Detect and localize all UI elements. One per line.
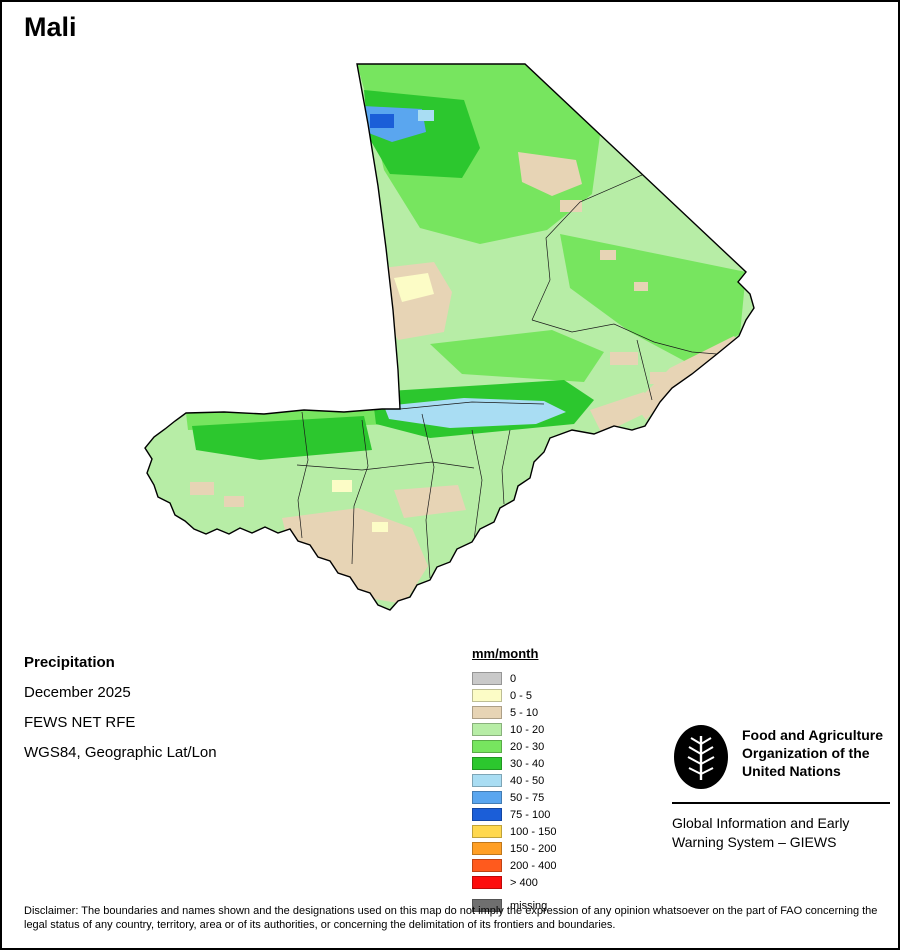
- region-borders: [296, 174, 718, 579]
- precip-patch-0-5: [332, 480, 352, 492]
- legend-label: missing: [510, 899, 548, 912]
- precip-patch-0-5: [394, 273, 434, 302]
- precip-patch-5-10: [560, 200, 582, 212]
- region-border: [636, 339, 653, 401]
- giews-line: Global Information and Early: [672, 815, 850, 831]
- legend-label: 40 - 50: [510, 774, 545, 787]
- region-border: [421, 413, 435, 579]
- legend-item: 40 - 50: [472, 772, 556, 789]
- mali-precipitation-map: [132, 52, 772, 627]
- region-border: [471, 429, 483, 541]
- info-source: FEWS NET RFE: [24, 714, 136, 731]
- map-info-block: Precipitation December 2025 FEWS NET RFE…: [24, 648, 217, 768]
- precip-patch-20-30: [430, 330, 604, 382]
- legend-label: 50 - 75: [510, 791, 545, 804]
- legend-label: 0 - 5: [510, 689, 533, 702]
- legend-item: 50 - 75: [472, 789, 556, 806]
- info-date: December 2025: [24, 684, 131, 701]
- legend-swatch: [472, 757, 502, 770]
- fao-divider: [672, 802, 890, 804]
- legend-label: 200 - 400: [510, 859, 557, 872]
- legend-item: 0 - 5: [472, 687, 556, 704]
- disclaimer-text: Disclaimer: The boundaries and names sho…: [24, 905, 878, 931]
- fao-name-line: United Nations: [742, 763, 841, 779]
- legend-item: 20 - 30: [472, 738, 556, 755]
- legend-swatch: [472, 723, 502, 736]
- legend-label: 100 - 150: [510, 825, 557, 838]
- legend-label: 20 - 30: [510, 740, 545, 753]
- region-border: [399, 401, 545, 410]
- precip-patch-5-10: [190, 482, 214, 495]
- legend-label: 5 - 10: [510, 706, 539, 719]
- fao-logo-icon: [674, 725, 728, 789]
- precip-patch-5-10: [590, 392, 656, 434]
- precip-patch-5-10: [224, 496, 244, 507]
- legend-item: > 400: [472, 874, 556, 891]
- precip-patch-40-50: [418, 110, 434, 121]
- legend-swatch: [472, 774, 502, 787]
- region-border: [296, 461, 475, 471]
- region-border: [531, 319, 718, 355]
- legend-item: 150 - 200: [472, 840, 556, 857]
- precip-patch-5-10: [518, 152, 582, 196]
- legend-item: 10 - 20: [472, 721, 556, 738]
- legend-label: 10 - 20: [510, 723, 545, 736]
- precip-patch-5-10: [282, 508, 428, 604]
- precip-patch-5-10: [634, 282, 648, 291]
- legend-swatch: [472, 899, 502, 912]
- precip-patch-5-10: [650, 372, 674, 384]
- region-border: [531, 174, 643, 321]
- legend-item-missing: missing: [472, 897, 556, 914]
- precip-patch-5-10: [610, 352, 638, 365]
- legend-item: 75 - 100: [472, 806, 556, 823]
- legend-swatch: [472, 859, 502, 872]
- fao-name-line: Organization of the: [742, 745, 870, 761]
- legend-label: > 400: [510, 876, 538, 889]
- precip-patch-5-10: [394, 485, 466, 518]
- legend: mm/month 0 0 - 5 5 - 10 10 - 20 20 - 30 …: [472, 646, 556, 914]
- legend-swatch: [472, 876, 502, 889]
- giews-line: Warning System – GIEWS: [672, 834, 837, 850]
- legend-swatch: [472, 791, 502, 804]
- fao-name: Food and Agriculture Organization of the…: [742, 720, 883, 790]
- precip-patch-40-50: [384, 398, 566, 428]
- precip-patch-30-40: [192, 416, 372, 460]
- fao-block: Food and Agriculture Organization of the…: [672, 720, 894, 852]
- legend-swatch: [472, 672, 502, 685]
- legend-item: 0: [472, 670, 556, 687]
- region-border: [501, 429, 511, 505]
- legend-swatch: [472, 689, 502, 702]
- legend-item: 100 - 150: [472, 823, 556, 840]
- legend-swatch: [472, 808, 502, 821]
- legend-label: 150 - 200: [510, 842, 557, 855]
- legend-swatch: [472, 825, 502, 838]
- region-border: [351, 419, 369, 565]
- legend-label: 75 - 100: [510, 808, 551, 821]
- legend-item: 200 - 400: [472, 857, 556, 874]
- legend-swatch: [472, 706, 502, 719]
- precip-patch-75-100: [370, 114, 394, 128]
- fao-name-line: Food and Agriculture: [742, 727, 884, 743]
- legend-swatch: [472, 740, 502, 753]
- legend-swatch: [472, 842, 502, 855]
- legend-title: mm/month: [472, 646, 539, 661]
- giews-name: Global Information and Early Warning Sys…: [672, 814, 894, 852]
- precip-patch-0-5: [372, 522, 388, 532]
- region-border: [297, 411, 309, 539]
- info-projection: WGS84, Geographic Lat/Lon: [24, 744, 217, 761]
- legend-label: 30 - 40: [510, 757, 545, 770]
- legend-item: 30 - 40: [472, 755, 556, 772]
- legend-label: 0: [510, 672, 517, 685]
- map-svg: [144, 63, 755, 611]
- page-title: Mali: [24, 12, 77, 42]
- legend-item: 5 - 10: [472, 704, 556, 721]
- info-heading: Precipitation: [24, 654, 115, 671]
- precip-patch-5-10: [600, 250, 616, 260]
- precip-patch-20-30: [560, 234, 746, 364]
